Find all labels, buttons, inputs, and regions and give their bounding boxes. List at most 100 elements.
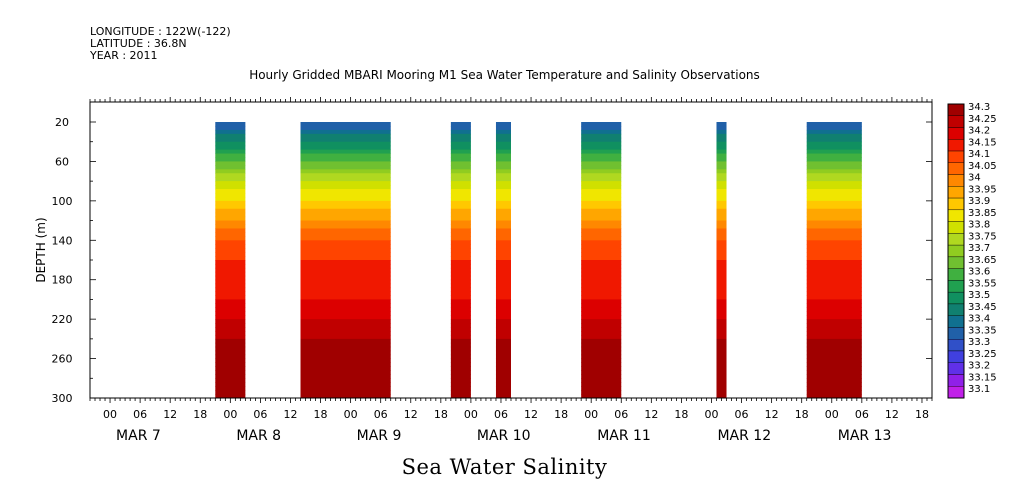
x-day-label: MAR 13 bbox=[838, 428, 892, 444]
colorbar-label: 33.3 bbox=[968, 337, 990, 348]
data-band bbox=[806, 311, 862, 316]
data-band bbox=[806, 204, 862, 210]
data-band bbox=[215, 216, 246, 222]
data-band bbox=[581, 354, 622, 360]
data-band bbox=[215, 330, 246, 336]
colorbar-label: 33.5 bbox=[968, 290, 990, 301]
data-band bbox=[581, 267, 622, 273]
year-label: YEAR : 2011 bbox=[90, 49, 158, 62]
data-band bbox=[716, 204, 727, 210]
x-day-label: MAR 7 bbox=[116, 428, 161, 444]
data-band bbox=[806, 185, 862, 190]
data-band bbox=[215, 145, 246, 151]
data-band bbox=[581, 275, 622, 281]
data-band bbox=[581, 374, 622, 379]
data-band bbox=[806, 153, 862, 158]
data-band bbox=[495, 153, 511, 158]
data-band bbox=[300, 327, 391, 332]
colorbar-label: 33.1 bbox=[968, 384, 990, 395]
data-band bbox=[300, 287, 391, 293]
x-day-label: MAR 11 bbox=[597, 428, 651, 444]
data-band bbox=[450, 189, 471, 194]
data-band bbox=[581, 271, 622, 277]
data-band bbox=[450, 350, 471, 356]
colorbar-label: 33.7 bbox=[968, 243, 990, 254]
colorbar-label: 33.45 bbox=[968, 302, 997, 313]
data-band bbox=[716, 189, 727, 194]
data-band bbox=[716, 342, 727, 348]
data-band bbox=[300, 185, 391, 190]
data-band bbox=[300, 334, 391, 340]
colorbar-swatch bbox=[947, 374, 965, 387]
data-band bbox=[300, 279, 391, 285]
data-band bbox=[450, 122, 471, 127]
data-band bbox=[300, 382, 391, 387]
data-band bbox=[450, 161, 471, 166]
data-band bbox=[450, 244, 471, 249]
data-band bbox=[215, 299, 246, 304]
data-band bbox=[581, 252, 622, 257]
data-band bbox=[300, 358, 391, 364]
data-band bbox=[450, 319, 471, 324]
data-band bbox=[450, 192, 471, 198]
data-band bbox=[300, 177, 391, 182]
data-band bbox=[806, 240, 862, 245]
data-band bbox=[450, 390, 471, 395]
data-band bbox=[495, 386, 511, 391]
data-band bbox=[215, 279, 246, 285]
data-band bbox=[581, 366, 622, 371]
data-band bbox=[581, 236, 622, 241]
data-band bbox=[716, 244, 727, 249]
data-band bbox=[716, 122, 727, 127]
data-band bbox=[716, 181, 727, 186]
data-band bbox=[581, 346, 622, 352]
colorbar-swatch bbox=[947, 362, 965, 375]
data-band bbox=[806, 374, 862, 379]
data-band bbox=[806, 362, 862, 367]
data-band bbox=[581, 386, 622, 391]
colorbar-label: 33.15 bbox=[968, 372, 997, 383]
data-band bbox=[300, 161, 391, 166]
data-band bbox=[215, 311, 246, 316]
data-band bbox=[495, 323, 511, 328]
x-hour-tick-label: 18 bbox=[314, 408, 328, 421]
data-band bbox=[300, 330, 391, 336]
data-band bbox=[450, 212, 471, 218]
data-band bbox=[495, 200, 511, 206]
data-band bbox=[806, 287, 862, 293]
data-band bbox=[806, 295, 862, 300]
data-band bbox=[806, 307, 862, 312]
data-band bbox=[581, 287, 622, 293]
data-band bbox=[806, 283, 862, 289]
data-band bbox=[806, 145, 862, 151]
data-band bbox=[581, 279, 622, 285]
data-band bbox=[495, 204, 511, 210]
data-band bbox=[716, 224, 727, 229]
chart-title: Hourly Gridded MBARI Mooring M1 Sea Wate… bbox=[249, 68, 760, 82]
data-band bbox=[806, 350, 862, 356]
data-band bbox=[300, 224, 391, 229]
data-band bbox=[495, 228, 511, 233]
data-band bbox=[495, 196, 511, 202]
data-band bbox=[450, 311, 471, 316]
x-hour-tick-label: 06 bbox=[133, 408, 147, 421]
data-band bbox=[215, 192, 246, 198]
data-band bbox=[581, 382, 622, 387]
colorbar-swatch bbox=[947, 209, 965, 222]
data-band bbox=[806, 157, 862, 162]
data-band bbox=[581, 394, 622, 399]
data-band bbox=[581, 362, 622, 367]
data-band bbox=[215, 291, 246, 296]
data-band bbox=[716, 319, 727, 324]
data-band bbox=[300, 303, 391, 308]
data-band bbox=[716, 149, 727, 155]
data-band bbox=[300, 267, 391, 273]
data-band bbox=[450, 382, 471, 387]
data-band bbox=[215, 315, 246, 320]
data-band bbox=[716, 291, 727, 296]
data-band bbox=[581, 244, 622, 249]
data-band bbox=[215, 212, 246, 218]
data-band bbox=[495, 327, 511, 332]
data-band bbox=[450, 287, 471, 293]
